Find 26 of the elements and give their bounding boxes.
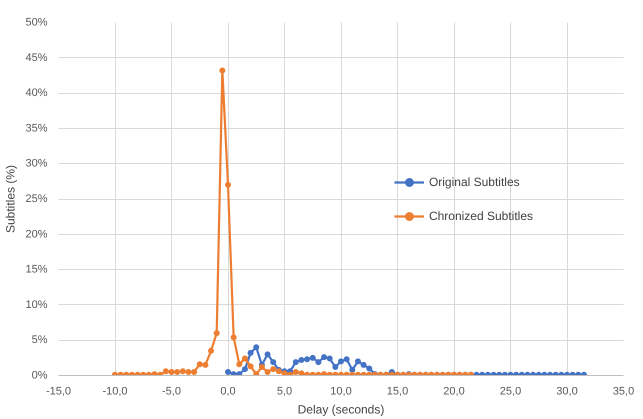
x-tick-label: 20,0: [443, 386, 465, 398]
x-axis-title: Delay (seconds): [298, 402, 384, 416]
legend-label: Chronized Subtitles: [428, 208, 533, 222]
y-tick-label: 0%: [32, 370, 48, 382]
x-tick-label: 35,0: [612, 386, 634, 398]
x-tick-label: 5,0: [276, 386, 292, 398]
x-tick-label: 15,0: [386, 386, 408, 398]
x-tick-label: -5,0: [162, 386, 181, 398]
legend-label: Original Subtitles: [428, 174, 520, 188]
y-tick-label: 25%: [25, 193, 48, 205]
y-tick-label: 20%: [25, 228, 48, 240]
y-tick-label: 5%: [32, 334, 48, 346]
y-tick-label: 15%: [25, 264, 48, 276]
y-tick-label: 30%: [25, 158, 48, 170]
x-tick-label: -15,0: [46, 386, 72, 398]
x-tick-label: -10,0: [102, 386, 128, 398]
y-tick-label: 45%: [25, 52, 48, 64]
y-tick-label: 50%: [25, 16, 48, 28]
x-tick-label: 0,0: [220, 386, 236, 398]
x-tick-label: 25,0: [500, 386, 522, 398]
y-tick-label: 35%: [25, 122, 48, 134]
y-tick-label: 40%: [25, 87, 48, 100]
x-tick-label: 30,0: [556, 386, 578, 398]
y-tick-label: 10%: [25, 298, 48, 311]
x-tick-label: 10,0: [330, 386, 352, 398]
y-axis-title: Subtitles (%): [3, 164, 18, 234]
